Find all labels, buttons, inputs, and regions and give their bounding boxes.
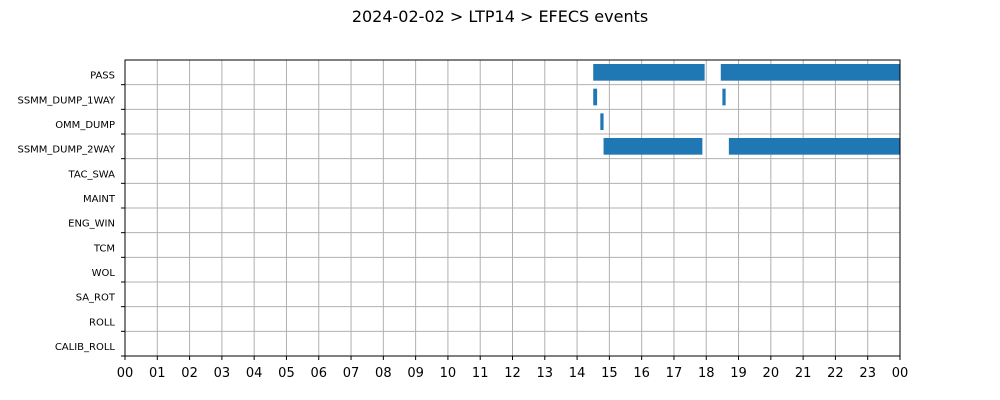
- x-tick-label: 15: [601, 366, 618, 381]
- y-tick-label: PASS: [90, 71, 115, 82]
- y-tick-label: ROLL: [89, 317, 115, 328]
- y-tick-label: CALIB_ROLL: [55, 342, 116, 353]
- y-tick-label: SA_ROT: [76, 293, 116, 304]
- plot-frame: [124, 59, 901, 357]
- x-tick-label: 12: [504, 366, 521, 381]
- x-tick-label: 22: [827, 366, 844, 381]
- bar-layer: [593, 64, 900, 155]
- y-tick-label: TAC_SWA: [67, 169, 115, 180]
- y-tick-label: WOL: [92, 268, 116, 279]
- event-bar-ssmm-dump-2way: [728, 138, 900, 155]
- x-tick-label: 01: [149, 366, 166, 381]
- x-tick-label: 17: [666, 366, 683, 381]
- x-tick-label: 13: [537, 366, 554, 381]
- x-tick-label: 16: [633, 366, 650, 381]
- x-tick-label: 14: [569, 366, 586, 381]
- event-bar-ssmm-dump-2way: [603, 138, 703, 155]
- y-tick-label: SSMM_DUMP_2WAY: [17, 145, 115, 156]
- y-tick-label: OMM_DUMP: [55, 120, 115, 131]
- x-tick-label: 06: [310, 366, 327, 381]
- x-tick-label: 07: [343, 366, 360, 381]
- x-tick-label: 23: [859, 366, 876, 381]
- x-tick-label: 08: [375, 366, 392, 381]
- chart-title: 2024-02-02 > LTP14 > EFECS events: [352, 7, 648, 26]
- x-tick-label: 00: [117, 366, 134, 381]
- x-tick-label: 21: [795, 366, 812, 381]
- x-tick-label: 11: [472, 366, 489, 381]
- y-tick-label: MAINT: [83, 194, 116, 205]
- x-tick-label: 04: [246, 366, 263, 381]
- event-bar-ssmm-dump-1way: [722, 88, 726, 106]
- event-bar-pass: [720, 64, 900, 81]
- x-tick-label: 02: [181, 366, 198, 381]
- x-tick-label: 18: [698, 366, 715, 381]
- x-tick-label: 09: [407, 366, 424, 381]
- y-tick-labels: PASS SSMM_DUMP_1WAY OMM_DUMP SSMM_DUMP_2WAY…: [17, 71, 115, 353]
- event-bar-ssmm-dump-1way: [593, 88, 598, 106]
- x-tick-labels: 00 01 02 03 04 05 06 07 08 09 10 11 12 13 14 15 16 17 18 19…: [117, 366, 909, 381]
- y-tick-label: SSMM_DUMP_1WAY: [17, 95, 115, 106]
- event-bar-omm-dump: [600, 113, 604, 130]
- x-tick-label: 05: [278, 366, 295, 381]
- x-tick-label: 20: [763, 366, 780, 381]
- x-tick-label: 00: [892, 366, 909, 381]
- x-tick-label: 10: [440, 366, 457, 381]
- y-tick-label: TCM: [93, 243, 115, 254]
- x-tick-label: 03: [214, 366, 231, 381]
- event-bar-pass: [593, 64, 705, 81]
- y-tick-label: ENG_WIN: [68, 219, 115, 230]
- grid-layer: [121, 60, 901, 360]
- x-tick-label: 19: [730, 366, 747, 381]
